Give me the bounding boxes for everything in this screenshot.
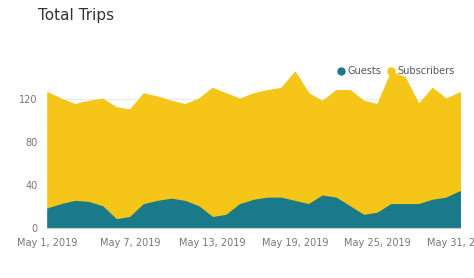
Text: Total Trips: Total Trips bbox=[38, 8, 114, 23]
Legend: Guests, Subscribers: Guests, Subscribers bbox=[338, 66, 455, 76]
